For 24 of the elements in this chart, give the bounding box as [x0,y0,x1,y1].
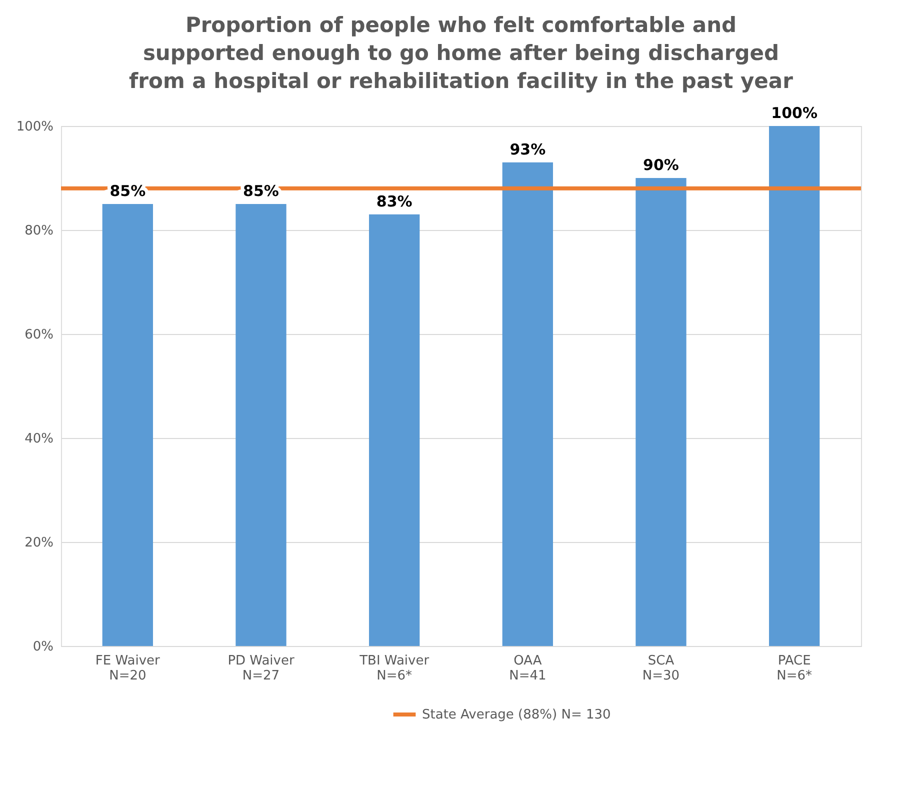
x-tick-label: TBI Waiver N=6* [358,654,430,684]
data-label: 93% [510,140,546,158]
x-tick-label: PACE N=6* [776,654,813,684]
bar [102,204,153,646]
y-tick-label: 100% [16,120,54,134]
y-tick-label: 60% [24,328,54,342]
x-tick-label: SCA N=30 [642,654,680,684]
y-tick-label: 40% [24,432,54,446]
y-tick-label: 20% [24,536,54,550]
bar [769,126,820,646]
y-tick-label: 0% [32,640,54,654]
data-label: 90% [643,156,679,174]
data-label: 100% [771,104,818,122]
x-tick-label: FE Waiver N=20 [95,654,161,684]
bar [236,204,286,646]
bar [502,162,553,646]
y-tick-label: 80% [24,224,54,238]
x-tick-label: OAA N=41 [509,654,546,684]
chart-title: Proportion of people who felt comfortable and supported enough to go home after being discharged from a hospital or rehabilitation facility in the past year [129,13,794,93]
bar [636,178,686,646]
data-label: 83% [376,192,412,210]
x-tick-label: PD Waiver N=27 [228,654,295,684]
bar [369,214,420,646]
legend-label: State Average (88%) N= 130 [422,708,611,722]
